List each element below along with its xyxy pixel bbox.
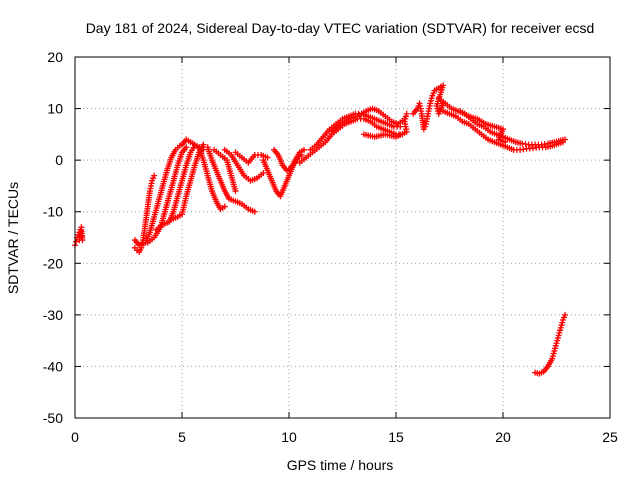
data-point	[559, 139, 566, 146]
data-point	[562, 311, 569, 318]
data-point	[264, 154, 271, 161]
grid-lines	[75, 57, 610, 418]
y-axis-label: SDTVAR / TECUs	[5, 182, 21, 294]
data-point	[300, 146, 307, 153]
data-point	[78, 228, 85, 235]
data-point	[403, 110, 410, 117]
y-tick-label: 10	[47, 101, 63, 117]
data-marks	[72, 82, 569, 377]
x-axis-label: GPS time / hours	[287, 457, 394, 473]
x-tick-label: 20	[495, 429, 511, 445]
y-tick-label: -40	[43, 358, 63, 374]
chart-title: Day 181 of 2024, Sidereal Day-to-day VTE…	[86, 20, 595, 36]
x-tick-label: 5	[178, 429, 186, 445]
data-point	[221, 203, 228, 210]
data-point	[502, 139, 509, 146]
x-tick-label: 25	[602, 429, 618, 445]
data-point	[183, 144, 190, 151]
x-tick-label: 0	[71, 429, 79, 445]
x-tick-label: 10	[281, 429, 297, 445]
y-tick-label: -20	[43, 255, 63, 271]
data-point	[73, 238, 80, 245]
y-tick-label: -30	[43, 307, 63, 323]
x-tick-label: 15	[388, 429, 404, 445]
data-point	[151, 172, 158, 179]
data-point	[260, 170, 267, 177]
y-tick-label: 20	[47, 49, 63, 65]
data-point	[232, 188, 239, 195]
data-point	[251, 208, 258, 215]
axis-ticks: 0 5 10 15 20 25 -50 -40 -30 -20 -10 0 10 20	[43, 49, 618, 445]
data-point	[200, 141, 207, 148]
y-tick-label: -10	[43, 204, 63, 220]
y-tick-label: -50	[43, 410, 63, 426]
y-tick-label: 0	[55, 152, 63, 168]
plot-frame	[74, 56, 611, 419]
